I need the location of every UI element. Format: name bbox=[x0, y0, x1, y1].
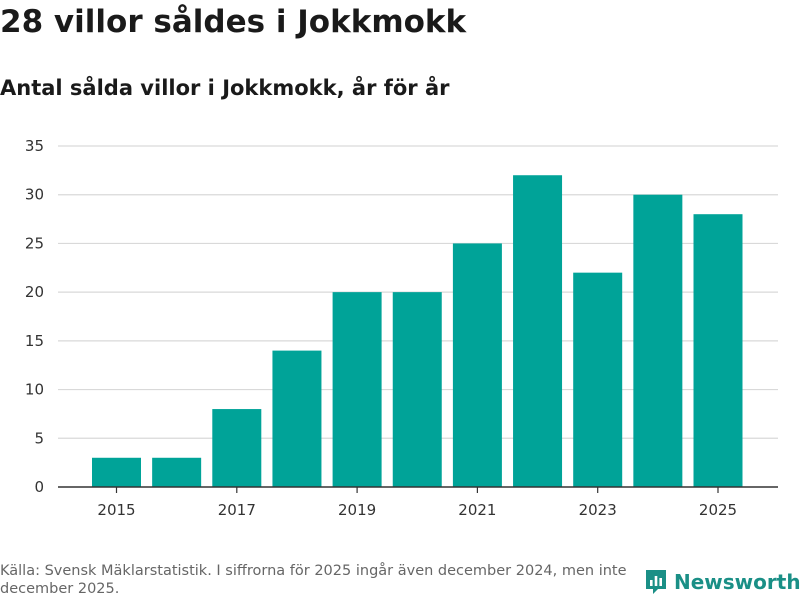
bar-2023 bbox=[573, 272, 623, 487]
bar-2017 bbox=[212, 409, 262, 487]
brand-name: Newsworthy bbox=[674, 570, 800, 594]
bar-2020 bbox=[392, 292, 442, 487]
y-tick-label: 5 bbox=[34, 429, 44, 447]
bar-2016 bbox=[152, 457, 202, 487]
chart-title: 28 villor såldes i Jokkmokk bbox=[0, 4, 467, 40]
source-note: Källa: Svensk Mäklarstatistik. I siffror… bbox=[0, 563, 627, 597]
bar-2025 bbox=[693, 214, 743, 487]
x-tick-label: 2025 bbox=[699, 501, 737, 519]
chart-subtitle: Antal sålda villor i Jokkmokk, år för år bbox=[0, 76, 450, 100]
bar-2022 bbox=[513, 175, 563, 487]
y-tick-label: 15 bbox=[25, 332, 44, 350]
x-tick-label: 2023 bbox=[579, 501, 617, 519]
bar-2024 bbox=[633, 194, 683, 487]
y-tick-label: 25 bbox=[25, 234, 44, 252]
y-tick-label: 0 bbox=[34, 478, 44, 496]
y-tick-label: 10 bbox=[25, 381, 44, 399]
bar-2018 bbox=[272, 350, 322, 487]
y-axis-labels: 0 5 10 15 20 25 30 35 bbox=[25, 137, 44, 496]
x-axis-ticks: 2015 2017 2019 2021 2023 2025 bbox=[97, 487, 737, 519]
x-tick-label: 2015 bbox=[97, 501, 135, 519]
x-tick-label: 2019 bbox=[338, 501, 376, 519]
bars bbox=[92, 175, 743, 487]
x-tick-label: 2017 bbox=[218, 501, 256, 519]
newsworthy-logo-icon bbox=[646, 570, 666, 594]
y-tick-label: 20 bbox=[25, 283, 44, 301]
y-tick-label: 30 bbox=[25, 186, 44, 204]
bar-2021 bbox=[452, 243, 502, 487]
bar-2015 bbox=[92, 457, 141, 487]
x-tick-label: 2021 bbox=[458, 501, 496, 519]
newsworthy-brand: Newsworthy bbox=[644, 568, 800, 596]
y-tick-label: 35 bbox=[25, 137, 44, 155]
bar-2019 bbox=[332, 292, 382, 487]
